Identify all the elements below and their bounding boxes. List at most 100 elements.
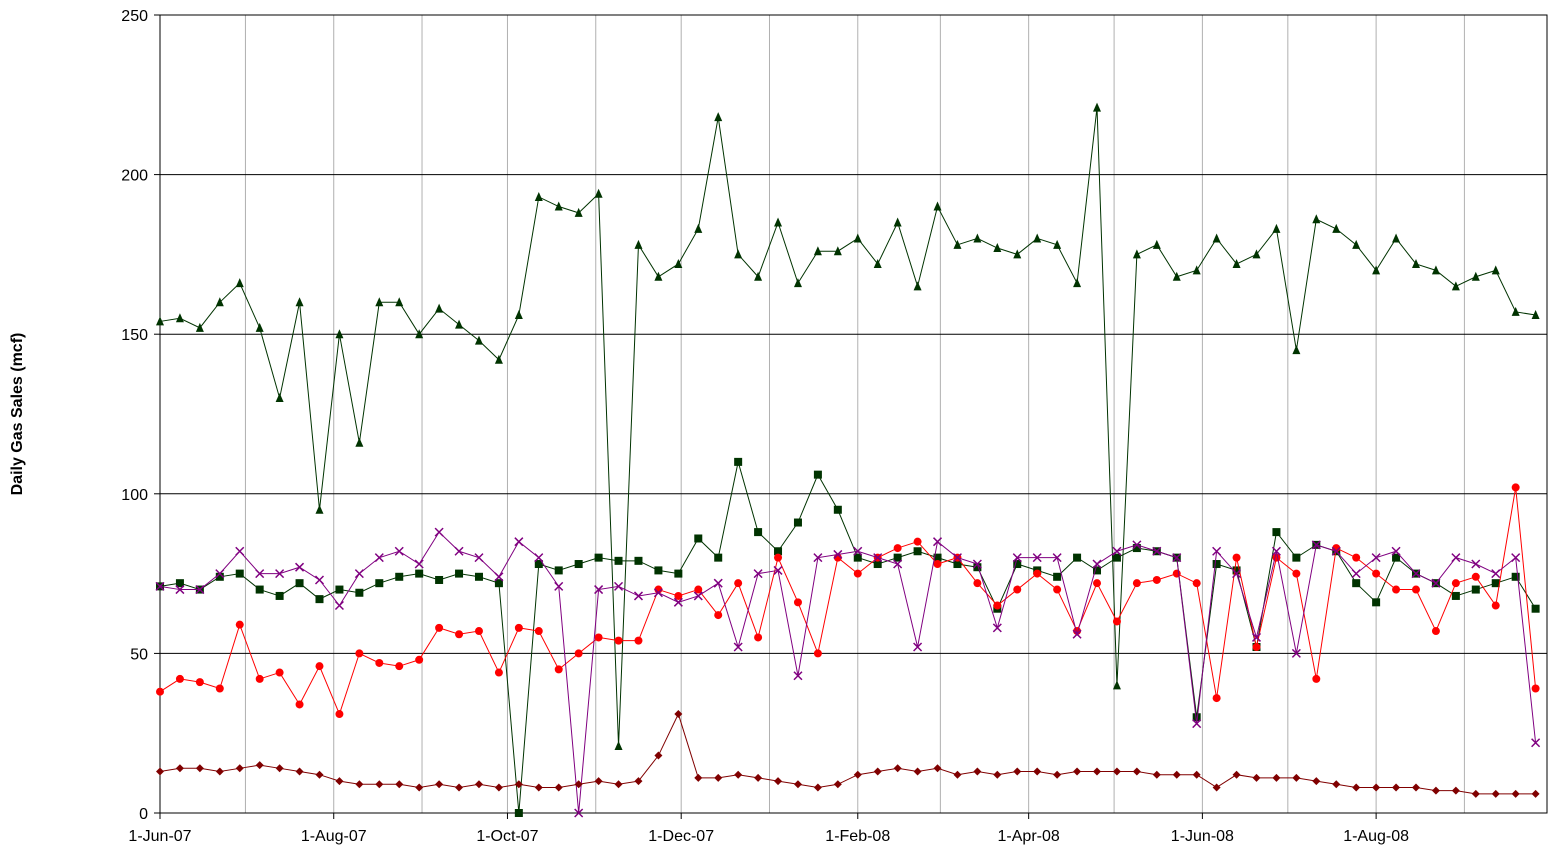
x-marker — [1012, 553, 1022, 563]
circle-marker — [514, 623, 523, 632]
x-marker — [1431, 578, 1441, 588]
triangle-marker — [335, 329, 344, 339]
square-marker — [175, 579, 184, 588]
x-marker — [853, 546, 863, 556]
triangle-marker — [395, 297, 404, 307]
square-marker — [714, 553, 723, 562]
circle-marker — [1132, 579, 1141, 588]
circle-marker — [275, 668, 284, 677]
x-marker — [1411, 569, 1421, 579]
diamond-marker — [1093, 767, 1102, 776]
triangle-marker — [215, 297, 224, 307]
x-marker — [1032, 553, 1042, 563]
circle-marker — [1252, 643, 1261, 652]
circle-marker — [315, 662, 324, 671]
x-tick-label: 1-Dec-07 — [648, 828, 714, 845]
diamond-marker — [315, 770, 324, 779]
triangle-marker — [1073, 278, 1082, 288]
x-marker — [554, 581, 564, 591]
x-marker — [1371, 553, 1381, 563]
diamond-marker — [853, 770, 862, 779]
circle-marker — [474, 627, 483, 636]
series — [155, 527, 1541, 818]
circle-marker — [1172, 569, 1181, 578]
square-marker — [574, 560, 583, 569]
circle-marker — [156, 687, 164, 696]
y-tick-label: 0 — [139, 806, 148, 823]
diamond-marker — [195, 764, 204, 773]
triangle-marker — [953, 239, 962, 249]
square-marker — [395, 572, 404, 581]
square-marker — [694, 534, 703, 543]
triangle-marker — [634, 239, 643, 249]
diamond-marker — [754, 773, 763, 782]
diamond-marker — [235, 764, 244, 773]
x-marker — [394, 546, 404, 556]
diamond-marker — [833, 780, 842, 789]
triangle-marker — [1252, 249, 1261, 259]
x-marker — [1112, 546, 1122, 556]
diamond-marker — [594, 777, 603, 786]
square-marker — [933, 553, 942, 562]
x-marker — [1331, 546, 1341, 556]
x-marker — [215, 569, 225, 579]
triangle-marker — [1352, 239, 1361, 249]
square-marker — [873, 560, 882, 569]
series — [156, 457, 1540, 817]
triangle-marker — [1112, 680, 1121, 690]
x-marker — [1092, 559, 1102, 569]
triangle-marker — [1033, 233, 1042, 243]
triangle-marker — [1132, 249, 1141, 259]
diamond-marker — [1272, 773, 1281, 782]
x-marker — [713, 578, 723, 588]
x-marker — [374, 553, 384, 563]
x-marker — [1072, 629, 1082, 639]
triangle-marker — [993, 243, 1002, 253]
triangle-marker — [514, 310, 523, 320]
square-marker — [674, 569, 683, 578]
x-marker — [1212, 546, 1222, 556]
circle-marker — [674, 591, 683, 600]
x-marker — [1491, 569, 1501, 579]
square-marker — [415, 569, 424, 578]
x-marker — [653, 588, 663, 598]
diamond-marker — [953, 770, 962, 779]
diamond-marker — [534, 783, 543, 792]
x-tick-label: 1-Aug-07 — [301, 828, 367, 845]
triangle-marker — [833, 246, 842, 256]
circle-marker — [175, 674, 184, 683]
square-marker — [455, 569, 464, 578]
square-marker — [1212, 560, 1221, 569]
circle-marker — [375, 658, 384, 667]
x-tick-label: 1-Jun-07 — [128, 828, 191, 845]
series-line — [159, 107, 1536, 746]
x-marker — [314, 575, 325, 585]
diamond-marker — [175, 764, 184, 773]
circle-marker — [195, 678, 204, 687]
y-tick-label: 200 — [121, 168, 148, 185]
diamond-marker — [474, 780, 483, 789]
x-marker — [534, 553, 544, 563]
diamond-marker — [614, 780, 623, 789]
x-marker — [454, 546, 464, 556]
triangle-marker — [694, 223, 703, 233]
diamond-marker — [455, 783, 464, 792]
circle-marker — [355, 649, 364, 658]
triangle-marker — [375, 297, 384, 307]
triangle-marker — [1192, 265, 1201, 275]
circle-marker — [235, 620, 244, 629]
diamond-marker — [1471, 789, 1480, 798]
triangle-marker — [1172, 271, 1181, 281]
diamond-marker — [1431, 786, 1440, 795]
diamond-marker — [933, 764, 942, 773]
square-marker — [554, 566, 563, 575]
triangle-marker — [255, 322, 264, 332]
x-marker — [992, 623, 1002, 633]
circle-marker — [1192, 579, 1201, 588]
x-marker — [155, 581, 165, 591]
circle-marker — [993, 601, 1002, 610]
triangle-marker — [774, 217, 783, 227]
circle-marker — [793, 598, 802, 607]
square-marker — [1292, 553, 1301, 562]
circle-marker — [494, 668, 503, 677]
